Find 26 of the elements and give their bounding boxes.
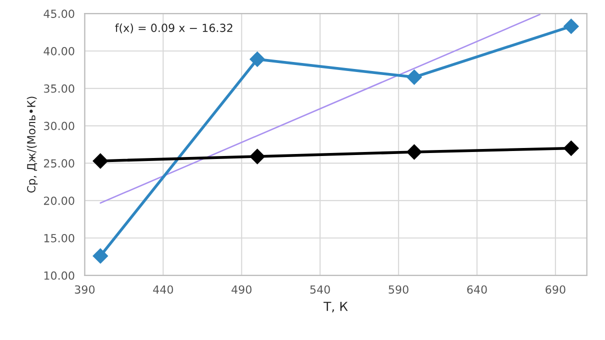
y-tick-label: 25.00: [44, 159, 74, 168]
x-axis-title: T, К: [324, 302, 348, 312]
point: [250, 148, 265, 164]
y-tick-label: 40.00: [44, 46, 74, 56]
y-tick-label: 45.00: [44, 10, 74, 18]
y-axis-title: Cp, Дж/(Моль•К): [26, 96, 38, 193]
x-tick-label: 690: [546, 285, 566, 294]
y-tick-label: 10.00: [44, 271, 74, 280]
y-tick-label: 15.00: [44, 234, 74, 242]
y-tick-label: 20.00: [44, 196, 74, 205]
point: [92, 153, 108, 169]
point: [564, 140, 579, 156]
x-tick-label: 540: [310, 285, 330, 294]
x-tick-label: 390: [74, 285, 95, 294]
point: [250, 52, 265, 67]
annotation: f(x) = 0.09 x − 16.32: [115, 23, 232, 34]
point: [564, 18, 579, 34]
x-tick-label: 440: [153, 285, 174, 294]
point: [92, 248, 108, 264]
x-tick-label: 490: [232, 285, 252, 294]
point: [406, 144, 422, 160]
y-tick-label: 30.00: [44, 122, 74, 130]
x-tick-label: 640: [467, 285, 487, 294]
x-tick-label: 590: [388, 285, 408, 294]
point: [406, 70, 422, 85]
y-tick-label: 35.00: [44, 84, 74, 93]
